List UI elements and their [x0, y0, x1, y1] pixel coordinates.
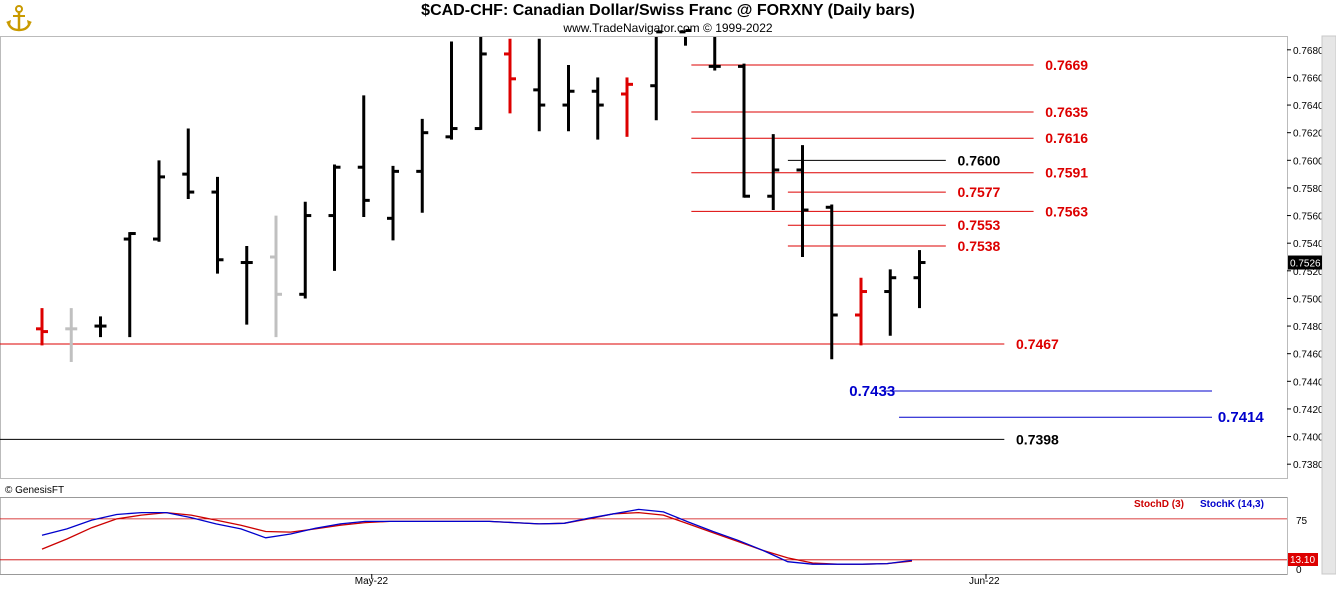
y-axis-tick-label: 0.7460 — [1293, 350, 1324, 361]
stoch-value-label: 13.10 — [1290, 555, 1315, 566]
last-price-tag — [1288, 255, 1322, 270]
y-axis-tick-label: 0.7600 — [1293, 156, 1324, 167]
copyright-text: © GenesisFT — [5, 485, 65, 496]
level-label: 0.7591 — [1045, 165, 1088, 181]
x-axis-label: May-22 — [355, 576, 389, 587]
level-label: 0.7563 — [1045, 203, 1088, 219]
level-label: 0.7577 — [958, 184, 1001, 200]
level-label: 0.7433 — [849, 383, 895, 400]
y-axis-tick-label: 0.7680 — [1293, 46, 1324, 57]
level-label: 0.7538 — [958, 238, 1001, 254]
price-scale-strip — [1321, 35, 1336, 575]
y-axis-tick-label: 0.7540 — [1293, 239, 1324, 250]
y-axis-tick-label: 0.7560 — [1293, 212, 1324, 223]
price-panel-frame — [0, 36, 1288, 479]
y-axis-tick-label: 0.7420 — [1293, 405, 1324, 416]
indicator-panel-frame — [0, 497, 1288, 575]
y-axis-tick-label: 0.7380 — [1293, 460, 1324, 471]
level-label: 0.7616 — [1045, 130, 1088, 146]
stoch-tick-label: 75 — [1296, 516, 1308, 527]
stochk-line — [41, 508, 913, 565]
y-axis-tick-label: 0.7620 — [1293, 129, 1324, 140]
y-axis-tick-label: 0.7480 — [1293, 322, 1324, 333]
y-axis-tick-label: 0.7660 — [1293, 73, 1324, 84]
level-label: 0.7553 — [958, 217, 1001, 233]
y-axis-tick-label: 0.7500 — [1293, 294, 1324, 305]
stoch-value-tag — [1288, 553, 1318, 566]
level-label: 0.7398 — [1016, 431, 1059, 447]
x-axis-label: Jun-22 — [969, 576, 1000, 587]
chart-title: $CAD-CHF: Canadian Dollar/Swiss Franc @ … — [421, 2, 915, 19]
y-axis-tick-label: 0.7640 — [1293, 101, 1324, 112]
last-price-label: 0.7526 — [1290, 259, 1321, 270]
level-label: 0.7600 — [958, 152, 1001, 168]
stoch-tick-label: 0 — [1296, 565, 1302, 576]
stochk-legend: StochK (14,3) — [1200, 499, 1264, 510]
anchor-icon — [4, 3, 34, 38]
stochd-legend: StochD (3) — [1134, 499, 1184, 510]
level-label: 0.7635 — [1045, 104, 1088, 120]
stochd-line — [41, 511, 913, 565]
level-label: 0.7669 — [1045, 57, 1088, 73]
level-label: 0.7467 — [1016, 336, 1059, 352]
y-axis-tick-label: 0.7440 — [1293, 377, 1324, 388]
level-label: 0.7414 — [1218, 409, 1265, 426]
y-axis-tick-label: 0.7520 — [1293, 267, 1324, 278]
chart-subtitle: www.TradeNavigator.com © 1999-2022 — [563, 21, 773, 35]
y-axis-tick-label: 0.7400 — [1293, 433, 1324, 444]
y-axis-tick-label: 0.7580 — [1293, 184, 1324, 195]
